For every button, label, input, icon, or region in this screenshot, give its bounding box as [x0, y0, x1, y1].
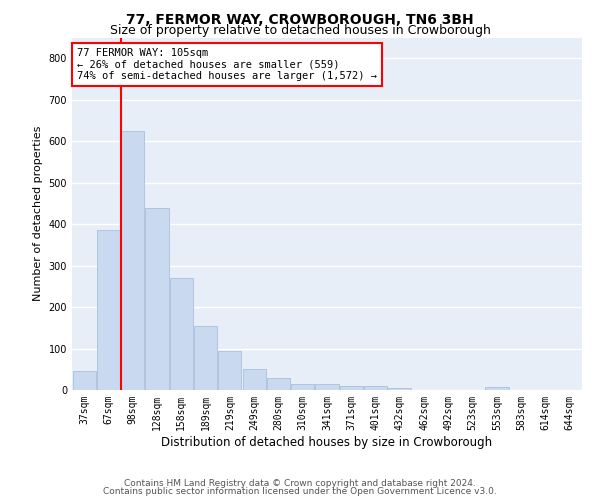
Bar — [340, 386, 363, 390]
Bar — [364, 386, 387, 390]
Bar — [218, 350, 241, 390]
Bar — [291, 384, 314, 390]
Bar — [316, 384, 338, 390]
Text: Size of property relative to detached houses in Crowborough: Size of property relative to detached ho… — [110, 24, 490, 37]
Bar — [242, 370, 266, 390]
Text: 77 FERMOR WAY: 105sqm
← 26% of detached houses are smaller (559)
74% of semi-det: 77 FERMOR WAY: 105sqm ← 26% of detached … — [77, 48, 377, 82]
Bar — [170, 278, 193, 390]
Bar — [121, 131, 144, 390]
Text: 77, FERMOR WAY, CROWBOROUGH, TN6 3BH: 77, FERMOR WAY, CROWBOROUGH, TN6 3BH — [126, 12, 474, 26]
Bar — [73, 372, 95, 390]
Bar — [388, 388, 412, 390]
Y-axis label: Number of detached properties: Number of detached properties — [33, 126, 43, 302]
Bar — [145, 208, 169, 390]
Text: Contains HM Land Registry data © Crown copyright and database right 2024.: Contains HM Land Registry data © Crown c… — [124, 478, 476, 488]
X-axis label: Distribution of detached houses by size in Crowborough: Distribution of detached houses by size … — [161, 436, 493, 448]
Bar — [194, 326, 217, 390]
Bar — [267, 378, 290, 390]
Text: Contains public sector information licensed under the Open Government Licence v3: Contains public sector information licen… — [103, 487, 497, 496]
Bar — [485, 386, 509, 390]
Bar — [97, 230, 120, 390]
